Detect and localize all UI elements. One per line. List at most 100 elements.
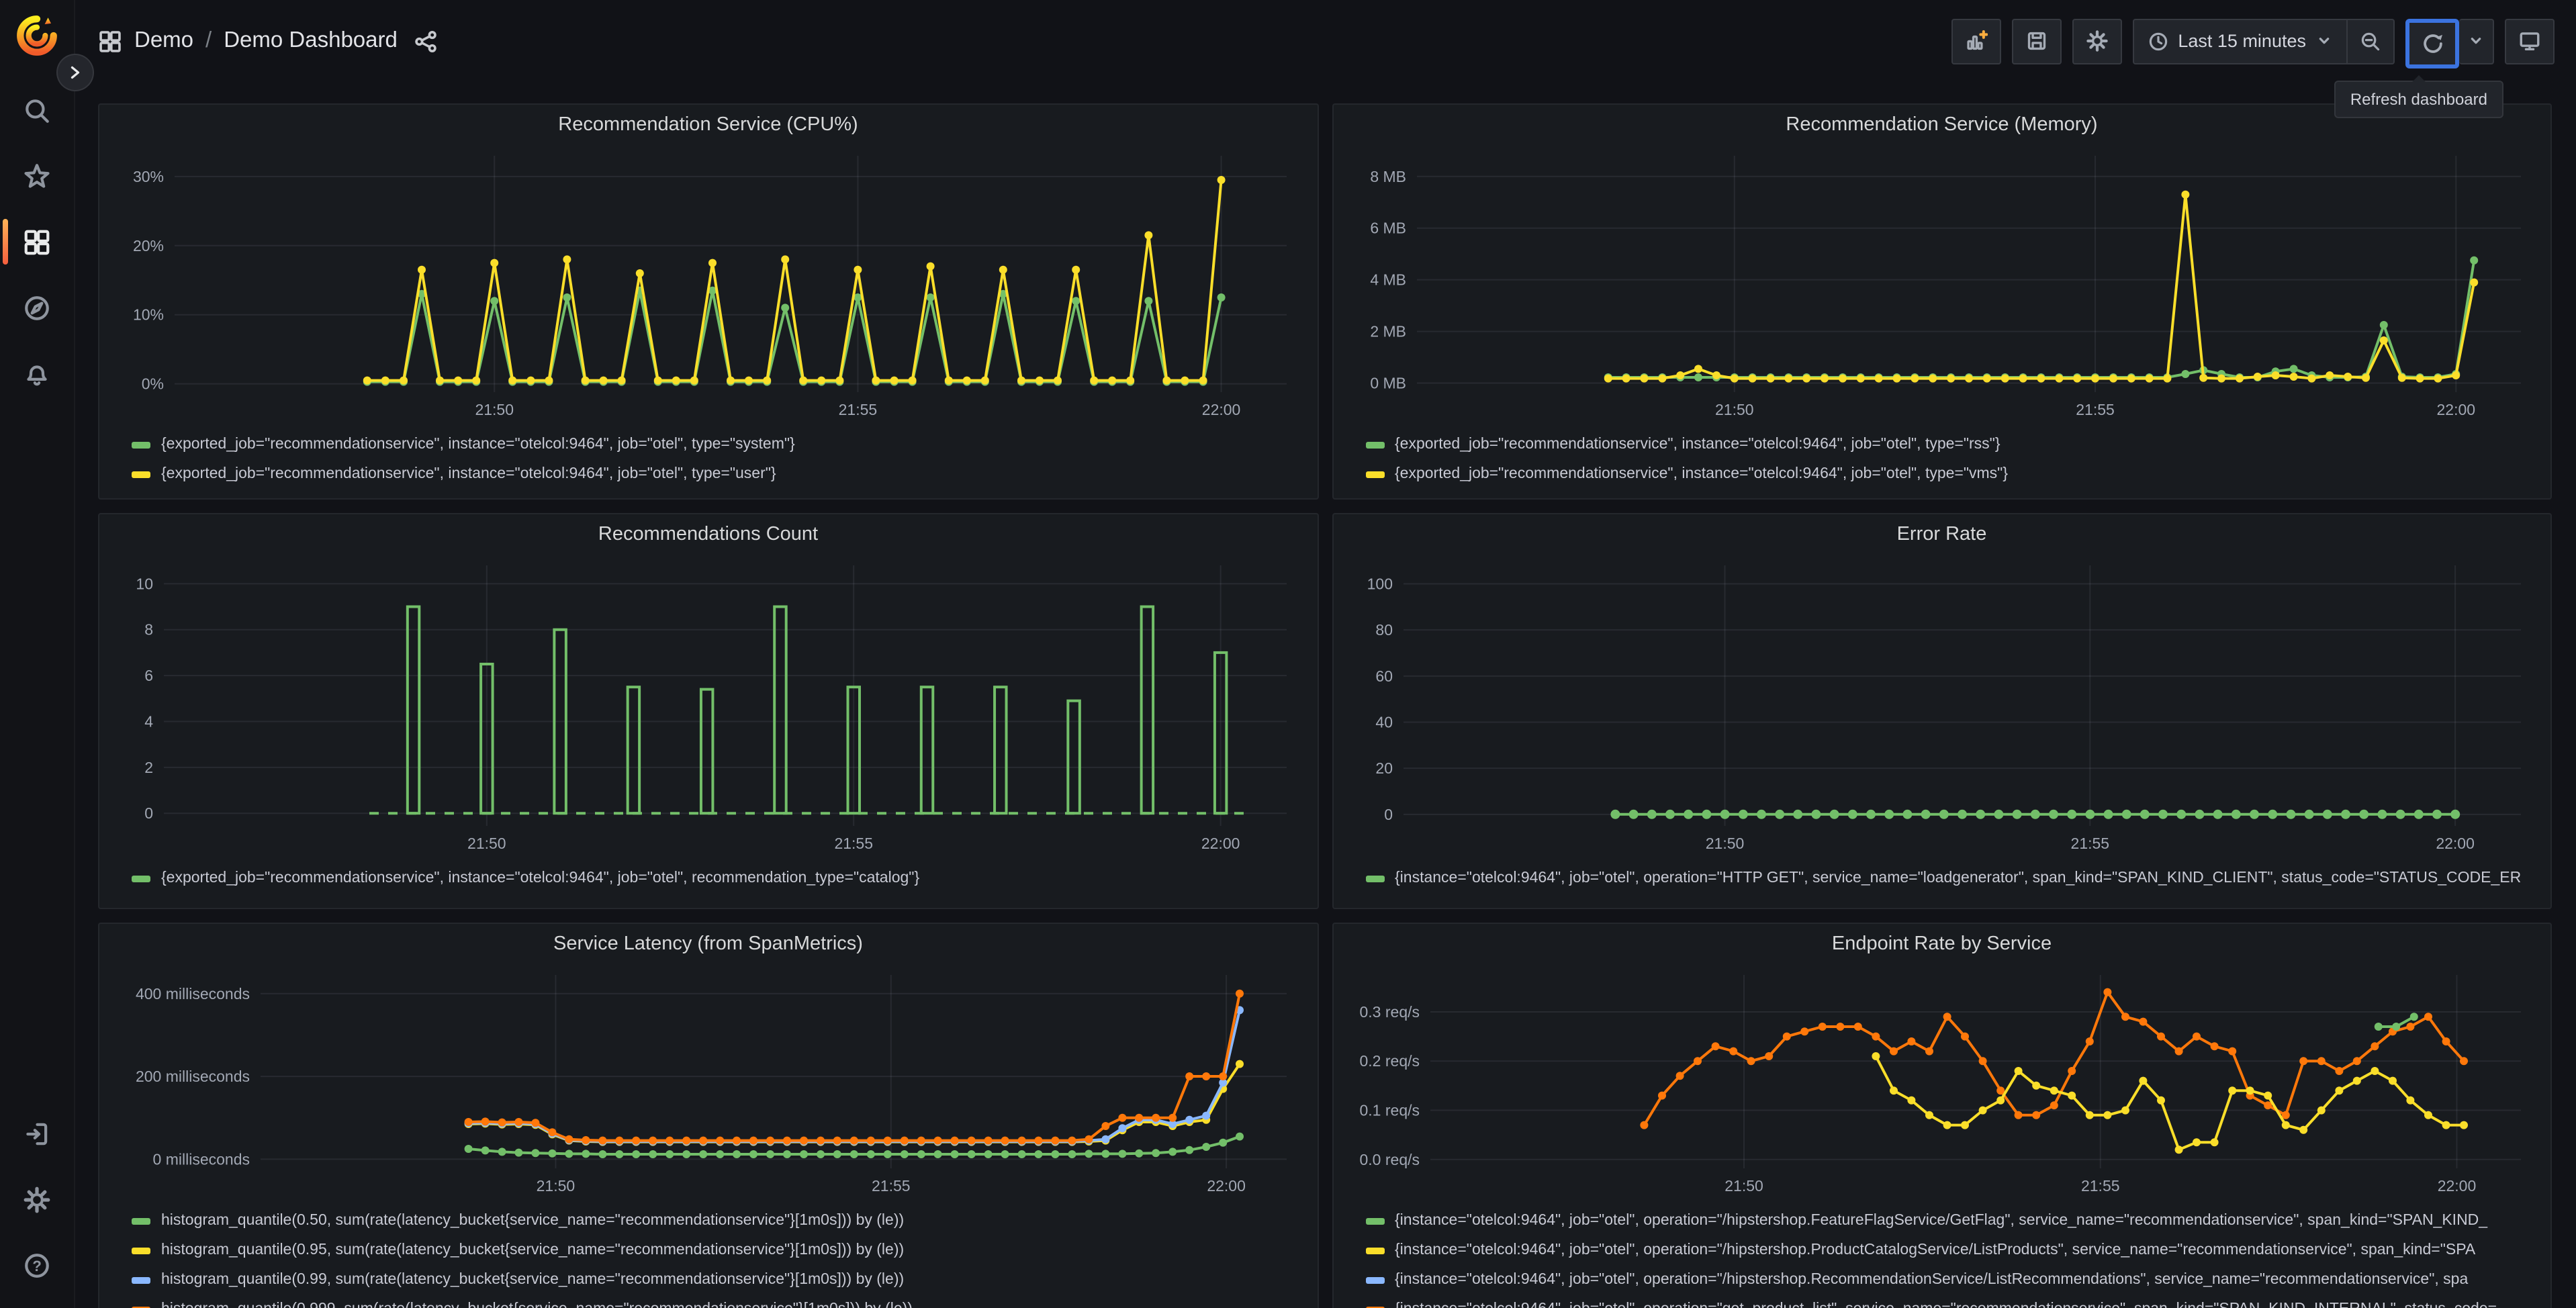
svg-text:30%: 30% [133, 168, 164, 185]
cpu-chart[interactable]: 21:50 21:55 22:00 0% 10% 20% 30% [113, 142, 1300, 424]
grafana-logo[interactable] [15, 13, 59, 58]
time-range-picker[interactable]: Last 15 minutes [2133, 19, 2346, 62]
legend-item[interactable]: {instance="otelcol:9464", job="otel", op… [1365, 1295, 2537, 1308]
svg-text:6: 6 [144, 667, 153, 684]
svg-text:21:50: 21:50 [1705, 835, 1744, 852]
share-icon[interactable] [414, 29, 438, 53]
sidebar-item-explore[interactable] [10, 281, 64, 334]
svg-text:22:00: 22:00 [2437, 1177, 2476, 1195]
refresh-button[interactable] [2405, 18, 2459, 68]
svg-text:0.3 req/s: 0.3 req/s [1359, 1003, 1420, 1021]
legend-item[interactable]: {instance="otelcol:9464", job="otel", op… [1365, 1265, 2537, 1295]
panel-title[interactable]: Endpoint Rate by Service [1831, 933, 2052, 955]
add-panel-icon [1966, 30, 1988, 50]
svg-text:20%: 20% [133, 237, 164, 254]
legend-swatch [1365, 1306, 1384, 1308]
sidebar-item-settings[interactable] [10, 1172, 64, 1226]
dashboards-grid-icon [99, 30, 121, 52]
panel-title[interactable]: Service Latency (from SpanMetrics) [553, 933, 863, 955]
refresh-interval-dropdown[interactable] [2459, 18, 2494, 64]
endpoint-rate-chart[interactable]: 21:50 21:55 22:00 0.0 req/s 0.1 req/s 0.2 req… [1346, 962, 2534, 1201]
cpu-legend: {exported_job="recommendationservice", i… [113, 430, 1303, 489]
panel-recommendations-count: Recommendations Count 21:50 21:55 22:00 0 2 4… [98, 513, 1318, 909]
sidebar-item-alerting[interactable] [10, 346, 64, 400]
legend-swatch [1365, 471, 1384, 477]
panel-title[interactable]: Recommendation Service (Memory) [1786, 114, 2098, 136]
panel-endpoint-rate: Endpoint Rate by Service 21:50 21:55 22:00… [1332, 923, 2552, 1308]
legend-swatch [1365, 875, 1384, 882]
memory-chart[interactable]: 21:50 21:55 22:00 0 MB 2 MB 4 MB 6 MB 8 MB [1346, 142, 2534, 424]
svg-text:0 milliseconds: 0 milliseconds [153, 1150, 250, 1168]
sidebar-item-starred[interactable] [10, 149, 64, 203]
sidebar-item-dashboards[interactable] [2, 215, 64, 269]
legend-item[interactable]: {exported_job="recommendationservice", i… [132, 459, 1303, 489]
legend-item[interactable]: histogram_quantile(0.99, sum(rate(latenc… [132, 1265, 1303, 1295]
save-dashboard-button[interactable] [2011, 18, 2062, 64]
legend-label: histogram_quantile(0.95, sum(rate(latenc… [161, 1242, 905, 1258]
sidebar-item-help[interactable]: ? [10, 1238, 64, 1292]
svg-text:4 MB: 4 MB [1369, 271, 1406, 289]
legend-label: histogram_quantile(0.50, sum(rate(latenc… [161, 1213, 905, 1229]
chevron-right-icon [71, 66, 80, 79]
breadcrumb-separator: / [205, 28, 212, 52]
sidebar-item-sign-in[interactable] [10, 1107, 64, 1160]
cycle-view-mode-button[interactable] [2505, 18, 2555, 64]
svg-text:?: ? [32, 1257, 42, 1274]
dashboards-grid-icon [24, 229, 50, 254]
svg-text:22:00: 22:00 [1201, 835, 1240, 852]
endpoint-rate-legend: {instance="otelcol:9464", job="otel", op… [1346, 1206, 2537, 1308]
legend-item[interactable]: {instance="otelcol:9464", job="otel", op… [1365, 1235, 2537, 1265]
svg-text:200 milliseconds: 200 milliseconds [136, 1068, 250, 1085]
legend-item[interactable]: {instance="otelcol:9464", job="otel", op… [1365, 863, 2537, 893]
legend-swatch [1365, 1276, 1384, 1283]
panel-title[interactable]: Recommendation Service (CPU%) [558, 114, 858, 136]
breadcrumb-section[interactable]: Demo [134, 28, 194, 52]
svg-text:0.1 req/s: 0.1 req/s [1359, 1102, 1420, 1119]
legend-item[interactable]: {exported_job="recommendationservice", i… [132, 863, 1303, 893]
sidebar-item-search[interactable] [10, 83, 64, 137]
service-latency-chart[interactable]: 21:50 21:55 22:00 0 milliseconds 200 millise… [113, 962, 1300, 1201]
error-rate-legend: {instance="otelcol:9464", job="otel", op… [1346, 863, 2537, 893]
svg-text:21:55: 21:55 [839, 401, 878, 418]
legend-swatch [1365, 1217, 1384, 1224]
dashboard-grid: Recommendation Service (CPU%) 21:50 21:55… [74, 82, 2576, 1308]
legend-item[interactable]: {exported_job="recommendationservice", i… [1365, 430, 2537, 459]
legend-label: {instance="otelcol:9464", job="otel", op… [1395, 870, 2522, 886]
time-picker-group: Last 15 minutes [2132, 18, 2395, 64]
divider [2346, 19, 2348, 62]
error-rate-chart[interactable]: 21:50 21:55 22:00 0 20 40 60 80 100 [1346, 552, 2534, 858]
panel-title[interactable]: Error Rate [1896, 524, 1987, 545]
legend-swatch [1365, 1247, 1384, 1254]
service-latency-legend: histogram_quantile(0.50, sum(rate(latenc… [113, 1206, 1303, 1308]
recommendations-count-chart[interactable]: 21:50 21:55 22:00 0 2 4 6 8 10 [113, 552, 1300, 858]
legend-label: {instance="otelcol:9464", job="otel", op… [1395, 1242, 2476, 1258]
svg-text:100: 100 [1367, 575, 1392, 592]
panel-title[interactable]: Recommendations Count [598, 524, 819, 545]
zoom-out-button[interactable] [2348, 19, 2393, 62]
svg-text:60: 60 [1375, 667, 1392, 685]
legend-label: histogram_quantile(0.99, sum(rate(latenc… [161, 1272, 905, 1288]
dashboard-settings-button[interactable] [2072, 18, 2122, 64]
panel-cpu: Recommendation Service (CPU%) 21:50 21:55… [98, 103, 1318, 500]
gear-icon [2086, 30, 2108, 52]
legend-item[interactable]: {instance="otelcol:9464", job="otel", op… [1365, 1206, 2537, 1235]
legend-item[interactable]: histogram_quantile(0.50, sum(rate(latenc… [132, 1206, 1303, 1235]
legend-label: {exported_job="recommendationservice", i… [1395, 436, 2000, 453]
monitor-icon [2520, 32, 2540, 51]
svg-text:21:55: 21:55 [2070, 835, 2109, 852]
sidebar-expand-button[interactable] [56, 54, 94, 91]
panel-service-latency: Service Latency (from SpanMetrics) 21:50… [98, 923, 1318, 1308]
legend-item[interactable]: histogram_quantile(0.95, sum(rate(latenc… [132, 1235, 1303, 1265]
legend-item[interactable]: {exported_job="recommendationservice", i… [1365, 459, 2537, 489]
legend-swatch [132, 1306, 150, 1308]
svg-text:21:50: 21:50 [537, 1177, 576, 1195]
breadcrumb: Demo / Demo Dashboard [98, 28, 438, 54]
legend-item[interactable]: {exported_job="recommendationservice", i… [132, 430, 1303, 459]
refresh-icon [2423, 34, 2442, 52]
add-panel-button[interactable] [1951, 18, 2001, 64]
svg-text:40: 40 [1375, 713, 1392, 731]
refresh-tooltip: Refresh dashboard [2334, 75, 2503, 118]
legend-item[interactable]: histogram_quantile(0.999, sum(rate(laten… [132, 1295, 1303, 1308]
svg-text:2 MB: 2 MB [1369, 323, 1406, 340]
panel-memory: Recommendation Service (Memory) 21:50 21:… [1332, 103, 2552, 500]
